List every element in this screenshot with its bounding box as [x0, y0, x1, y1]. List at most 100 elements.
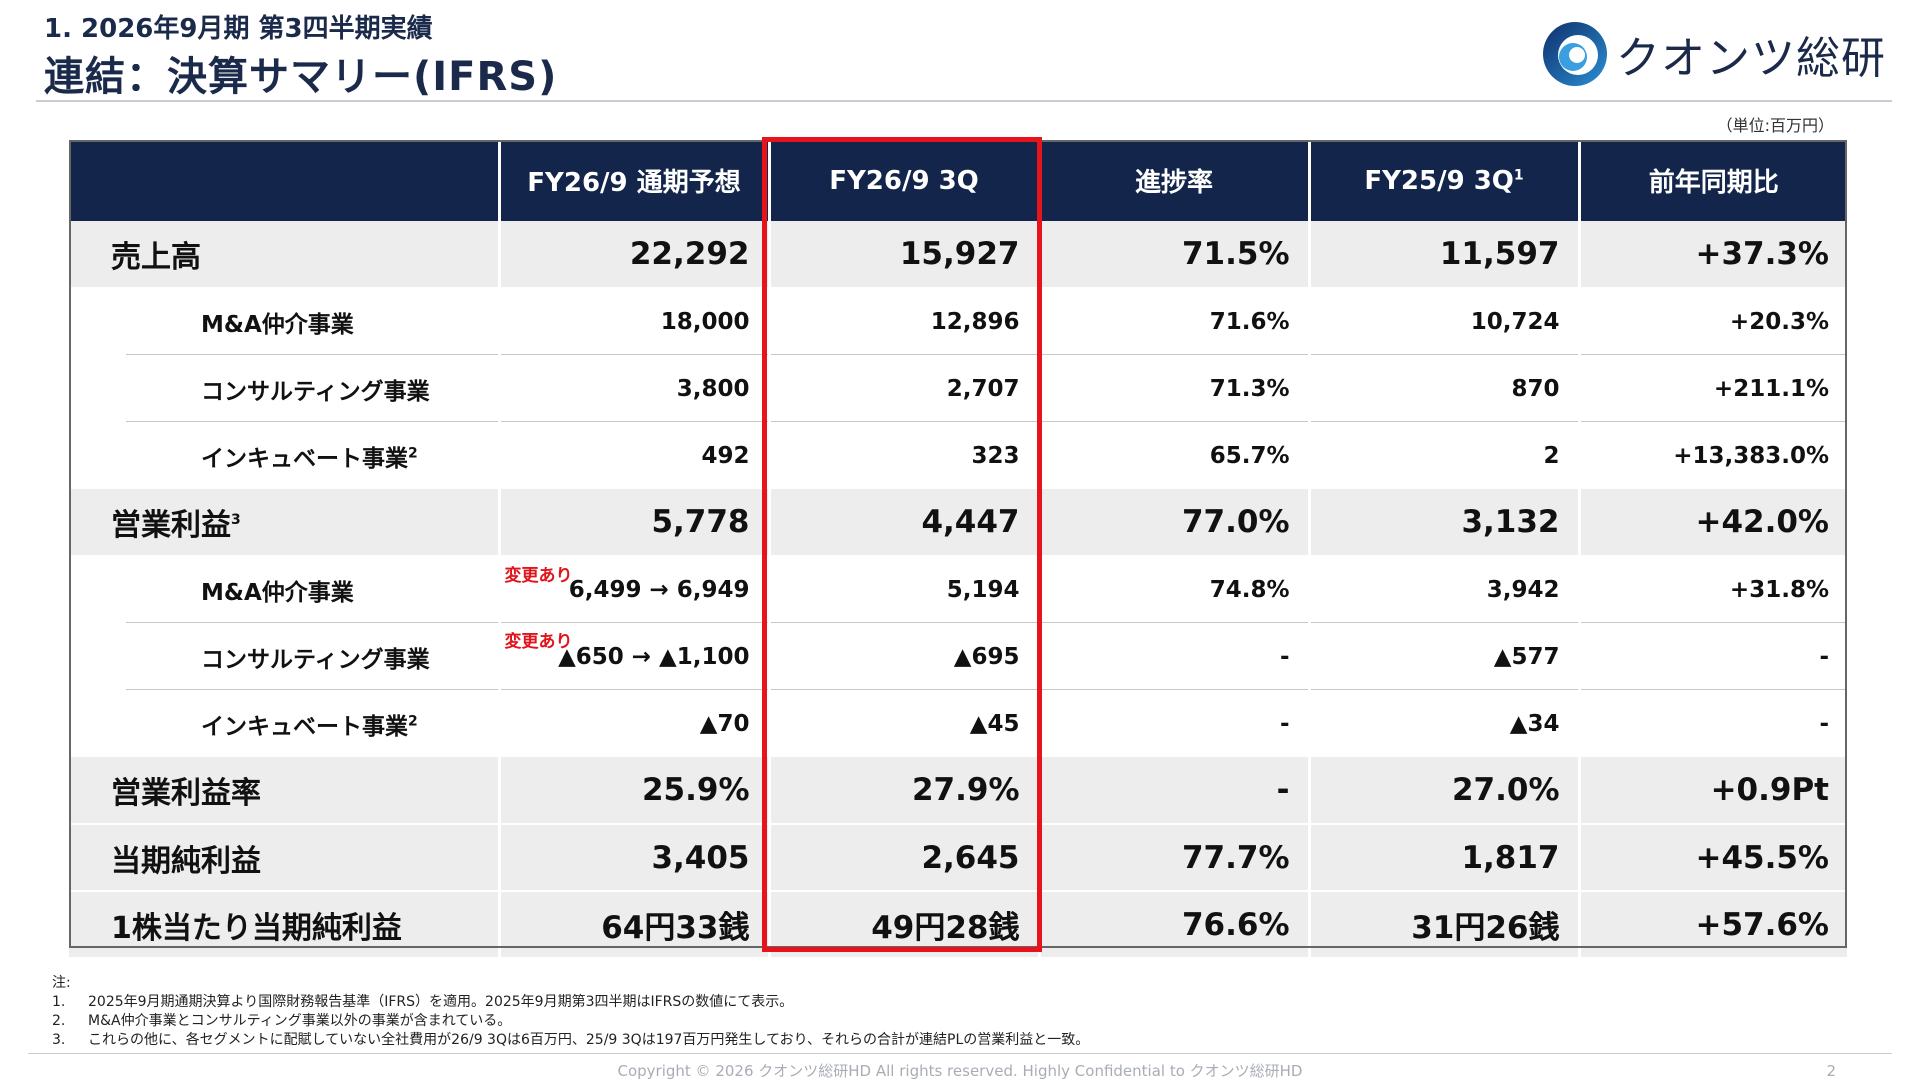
- table-row: インキュベート事業2 492 323 65.7% 2 +13,383.0%: [69, 422, 1847, 489]
- cell-value: +20.3%: [1729, 309, 1829, 335]
- cell-value: 49円28銭: [871, 910, 1020, 946]
- table-cell: 22,292: [499, 221, 771, 289]
- footnote-item: 1. 2025年9月期通期決算より国際財務報告基準（IFRS）を適用。2025年9…: [52, 993, 1089, 1012]
- table-cell: 76.6%: [1039, 891, 1311, 959]
- row-label-text: コンサルティング事業: [201, 378, 430, 405]
- cell-value: -: [1279, 710, 1290, 737]
- cell-value: 15,927: [899, 236, 1020, 272]
- table-cell: +13,383.0%: [1579, 422, 1847, 489]
- row-label: 当期純利益: [69, 824, 501, 892]
- column-header-2: FY26/9 3Q: [769, 140, 1041, 221]
- footnote-text: M&A仲介事業とコンサルティング事業以外の事業が含まれている。: [88, 1013, 512, 1029]
- column-header-label: FY26/9 通期予想: [527, 168, 741, 198]
- cell-value: 71.3%: [1209, 375, 1290, 402]
- cell-value: 2,707: [946, 375, 1020, 402]
- footnote-number: 1.: [52, 994, 66, 1010]
- row-label: M&A仲介事業: [69, 288, 501, 355]
- cell-value: 870: [1511, 375, 1560, 402]
- table-cell: +37.3%: [1579, 221, 1847, 289]
- cell-value: +45.5%: [1695, 839, 1829, 876]
- footer-divider: [28, 1053, 1892, 1054]
- cell-value: 10,724: [1470, 309, 1560, 335]
- column-header-5: 前年同期比: [1579, 140, 1847, 221]
- table-row: 当期純利益 3,405 2,645 77.7% 1,817 +45.5%: [69, 824, 1847, 892]
- row-label: インキュベート事業2: [69, 422, 501, 489]
- row-label: コンサルティング事業: [69, 623, 501, 690]
- table-cell: +20.3%: [1579, 288, 1847, 355]
- row-label: 売上高: [69, 221, 501, 289]
- table-cell: 65.7%: [1039, 422, 1311, 489]
- row-label-text: 営業利益: [111, 508, 231, 543]
- footnote-number: 2.: [52, 1013, 66, 1029]
- table-cell: +31.8%: [1579, 556, 1847, 623]
- cell-value: ▲650 → ▲1,100: [558, 643, 750, 670]
- cell-value: 6,499 → 6,949: [568, 577, 750, 603]
- page-subtitle: 1. 2026年9月期 第3四半期実績: [44, 14, 433, 44]
- table-cell: -: [1039, 757, 1311, 825]
- cell-value: 74.8%: [1209, 577, 1290, 603]
- column-header-label: FY25/9 3Q: [1364, 165, 1514, 196]
- table-cell: +45.5%: [1579, 824, 1847, 892]
- cell-value: ▲577: [1493, 643, 1560, 670]
- table-cell: ▲695: [769, 623, 1041, 690]
- cell-value: 25.9%: [641, 772, 750, 808]
- table-cell: 77.0%: [1039, 489, 1311, 557]
- cell-value: 77.7%: [1181, 839, 1290, 876]
- row-label: インキュベート事業2: [69, 690, 501, 757]
- cell-value: 5,194: [946, 577, 1020, 603]
- cell-value: 11,597: [1439, 236, 1560, 272]
- row-label-text: 営業利益率: [111, 776, 261, 811]
- cell-value: -: [1819, 643, 1829, 670]
- column-header-label: 前年同期比: [1648, 168, 1779, 198]
- row-label-text: 売上高: [111, 240, 201, 275]
- table-cell: 492: [499, 422, 771, 489]
- title-divider: [36, 100, 1892, 102]
- table-cell: ▲34: [1309, 690, 1581, 757]
- table-cell: 2: [1309, 422, 1581, 489]
- table-cell: 64円33銭: [499, 891, 771, 959]
- table-cell: +211.1%: [1579, 355, 1847, 422]
- row-label-text: インキュベート事業: [201, 713, 408, 740]
- cell-value: +37.3%: [1695, 236, 1829, 272]
- row-label-text: インキュベート事業: [201, 445, 408, 472]
- table-cell: 27.9%: [769, 757, 1041, 825]
- table-cell: 3,800: [499, 355, 771, 422]
- company-logo: クオンツ総研: [1540, 18, 1886, 90]
- copyright: Copyright © 2026 クオンツ総研HD All rights res…: [617, 1062, 1303, 1080]
- table-cell: -: [1039, 690, 1311, 757]
- cell-value: 1,817: [1461, 839, 1560, 876]
- column-header-label: FY26/9 3Q: [829, 165, 979, 196]
- row-label-text: コンサルティング事業: [201, 646, 430, 673]
- cell-value: 3,942: [1486, 577, 1560, 603]
- table-cell: 31円26銭: [1309, 891, 1581, 959]
- table-cell: 3,942: [1309, 556, 1581, 623]
- table-cell: ▲577: [1309, 623, 1581, 690]
- cell-value: ▲34: [1509, 710, 1560, 737]
- cell-value: +42.0%: [1695, 504, 1829, 540]
- table-cell: 71.6%: [1039, 288, 1311, 355]
- cell-value: 64円33銭: [601, 910, 750, 946]
- cell-value: 27.9%: [911, 772, 1020, 808]
- row-label: M&A仲介事業: [69, 556, 501, 623]
- row-label-text: M&A仲介事業: [201, 312, 354, 338]
- table-cell: +57.6%: [1579, 891, 1847, 959]
- cell-value: 3,132: [1461, 504, 1560, 540]
- cell-value: 22,292: [629, 236, 750, 272]
- row-label: 営業利益率: [69, 757, 501, 825]
- table-cell: 27.0%: [1309, 757, 1581, 825]
- table-cell: 71.3%: [1039, 355, 1311, 422]
- cell-value: 76.6%: [1181, 906, 1290, 943]
- cell-value: ▲695: [953, 643, 1020, 670]
- cell-value: 27.0%: [1451, 772, 1560, 808]
- row-label: 営業利益3: [69, 489, 501, 557]
- cell-value: 71.5%: [1181, 236, 1290, 272]
- cell-value: ▲45: [969, 710, 1020, 737]
- footnote-marker: 2: [408, 712, 418, 729]
- table-cell: +0.9Pt: [1579, 757, 1847, 825]
- table-cell: 77.7%: [1039, 824, 1311, 892]
- table-cell: 49円28銭: [769, 891, 1041, 959]
- table-row: M&A仲介事業 変更あり 6,499 → 6,949 5,194 74.8% 3,942 +…: [69, 556, 1847, 623]
- footnotes: 注: 1. 2025年9月期通期決算より国際財務報告基準（IFRS）を適用。202…: [52, 974, 1089, 1050]
- table-cell: 11,597: [1309, 221, 1581, 289]
- table-cell: 2,707: [769, 355, 1041, 422]
